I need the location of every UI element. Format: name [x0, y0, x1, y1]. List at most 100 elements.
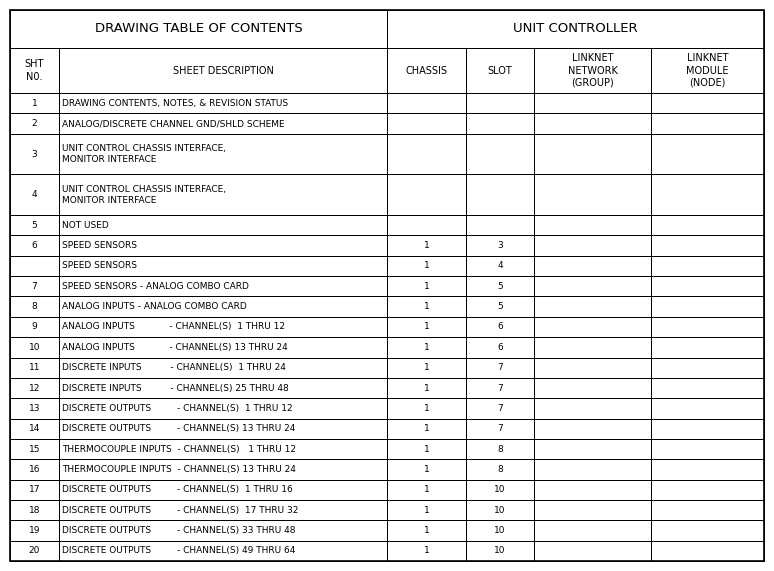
Text: DISCRETE OUTPUTS         - CHANNEL(S) 33 THRU 48: DISCRETE OUTPUTS - CHANNEL(S) 33 THRU 48	[62, 526, 296, 535]
Bar	[59, 276, 387, 296]
Text: 16: 16	[29, 465, 40, 474]
Bar	[10, 541, 59, 561]
Bar	[466, 235, 534, 256]
Text: ANALOG/DISCRETE CHANNEL GND/SHLD SCHEME: ANALOG/DISCRETE CHANNEL GND/SHLD SCHEME	[62, 119, 285, 128]
Bar	[651, 419, 764, 439]
Bar	[10, 357, 59, 378]
Bar	[466, 134, 534, 174]
Text: SHT
N0.: SHT N0.	[25, 59, 44, 82]
Bar	[387, 93, 466, 114]
Text: LINKNET
NETWORK
(GROUP): LINKNET NETWORK (GROUP)	[567, 53, 618, 88]
Text: 1: 1	[423, 404, 430, 413]
Bar	[387, 500, 466, 520]
Text: 8: 8	[497, 465, 503, 474]
Bar	[10, 256, 59, 276]
Bar	[534, 317, 651, 337]
Text: DISCRETE OUTPUTS         - CHANNEL(S)  1 THRU 12: DISCRETE OUTPUTS - CHANNEL(S) 1 THRU 12	[62, 404, 293, 413]
Bar	[466, 419, 534, 439]
Text: SHEET DESCRIPTION: SHEET DESCRIPTION	[173, 66, 273, 75]
Text: 1: 1	[423, 241, 430, 250]
Bar	[59, 317, 387, 337]
Bar	[59, 541, 387, 561]
Bar	[10, 93, 59, 114]
Bar	[534, 235, 651, 256]
Bar	[387, 174, 466, 215]
Text: 14: 14	[29, 424, 40, 433]
Bar	[466, 215, 534, 235]
Bar	[534, 357, 651, 378]
Bar	[534, 480, 651, 500]
Bar	[466, 48, 534, 93]
Text: 1: 1	[423, 384, 430, 392]
Bar	[387, 276, 466, 296]
Text: 19: 19	[29, 526, 40, 535]
Text: 20: 20	[29, 546, 40, 556]
Bar	[466, 439, 534, 459]
Text: 1: 1	[423, 465, 430, 474]
Bar	[387, 541, 466, 561]
Text: 10: 10	[495, 546, 506, 556]
Text: SPEED SENSORS: SPEED SENSORS	[62, 241, 137, 250]
Bar	[387, 419, 466, 439]
Text: 2: 2	[32, 119, 37, 128]
Bar	[387, 459, 466, 480]
Text: DISCRETE OUTPUTS         - CHANNEL(S)  1 THRU 16: DISCRETE OUTPUTS - CHANNEL(S) 1 THRU 16	[62, 485, 293, 494]
Bar	[59, 378, 387, 398]
Bar	[466, 480, 534, 500]
Bar	[466, 296, 534, 317]
Text: 5: 5	[497, 302, 503, 311]
Bar	[10, 276, 59, 296]
Text: 1: 1	[423, 343, 430, 352]
Bar	[387, 398, 466, 419]
Bar	[10, 337, 59, 357]
Bar	[651, 215, 764, 235]
Bar	[59, 235, 387, 256]
Bar	[651, 256, 764, 276]
Bar	[651, 541, 764, 561]
Bar	[387, 114, 466, 134]
Text: 11: 11	[29, 363, 40, 372]
Text: 10: 10	[29, 343, 40, 352]
Bar	[466, 174, 534, 215]
Text: 6: 6	[497, 323, 503, 332]
Bar	[59, 419, 387, 439]
Bar	[10, 439, 59, 459]
Bar	[466, 276, 534, 296]
Text: CHASSIS: CHASSIS	[406, 66, 447, 75]
Bar	[651, 357, 764, 378]
Bar	[534, 520, 651, 541]
Bar	[387, 134, 466, 174]
Bar	[534, 174, 651, 215]
Text: DRAWING TABLE OF CONTENTS: DRAWING TABLE OF CONTENTS	[94, 22, 303, 35]
Text: 15: 15	[29, 445, 40, 453]
Text: 1: 1	[423, 363, 430, 372]
Bar	[10, 419, 59, 439]
Text: 1: 1	[32, 99, 37, 108]
Bar	[651, 398, 764, 419]
Text: 1: 1	[423, 445, 430, 453]
Text: 8: 8	[497, 445, 503, 453]
Text: 17: 17	[29, 485, 40, 494]
Bar	[387, 317, 466, 337]
Text: 3: 3	[497, 241, 503, 250]
Bar	[651, 337, 764, 357]
Bar	[651, 174, 764, 215]
Bar	[59, 480, 387, 500]
Text: 8: 8	[32, 302, 37, 311]
Text: DISCRETE OUTPUTS         - CHANNEL(S)  17 THRU 32: DISCRETE OUTPUTS - CHANNEL(S) 17 THRU 32	[62, 506, 299, 514]
Bar	[466, 337, 534, 357]
Text: THERMOCOUPLE INPUTS  - CHANNEL(S) 13 THRU 24: THERMOCOUPLE INPUTS - CHANNEL(S) 13 THRU…	[62, 465, 296, 474]
Bar	[10, 215, 59, 235]
Bar	[10, 398, 59, 419]
Bar	[10, 296, 59, 317]
Text: 7: 7	[497, 424, 503, 433]
Text: 1: 1	[423, 485, 430, 494]
Bar	[466, 93, 534, 114]
Text: SPEED SENSORS - ANALOG COMBO CARD: SPEED SENSORS - ANALOG COMBO CARD	[62, 282, 249, 291]
Bar	[59, 500, 387, 520]
Bar	[534, 439, 651, 459]
Bar	[651, 520, 764, 541]
Text: 10: 10	[495, 485, 506, 494]
Bar	[534, 378, 651, 398]
Bar	[387, 235, 466, 256]
